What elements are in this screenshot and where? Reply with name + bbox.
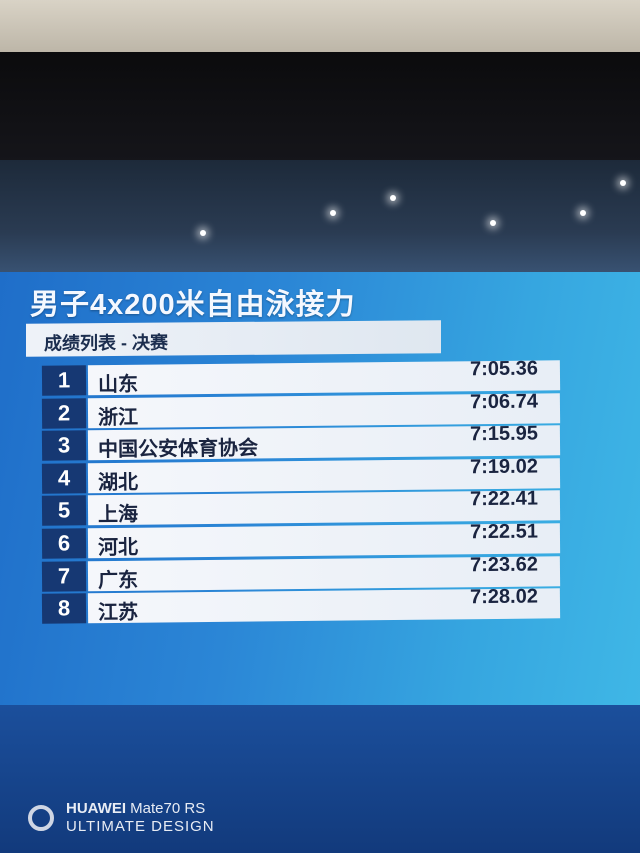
event-title: 男子4x200米自由泳接力 (30, 289, 356, 321)
result-bar: 山东 7:05.36 (87, 357, 561, 397)
arena-ceiling (0, 160, 640, 280)
watermark-model: Mate70 RS (130, 800, 206, 817)
result-row: 8 江苏 7:28.02 (41, 585, 562, 625)
rank-number: 7 (41, 560, 87, 592)
finish-time: 7:28.02 (469, 585, 539, 609)
team-name: 江苏 (97, 601, 139, 625)
rank-number: 5 (41, 495, 87, 527)
rank-number: 8 (41, 593, 87, 624)
result-bar: 河北 7:22.51 (87, 520, 561, 560)
team-name: 湖北 (97, 471, 139, 494)
finish-time: 7:22.41 (469, 487, 539, 511)
team-name: 广东 (97, 569, 139, 592)
finish-time: 7:15.95 (469, 422, 539, 446)
finish-time: 7:22.51 (469, 520, 539, 544)
team-name: 浙江 (97, 406, 139, 429)
arena-light (330, 210, 336, 216)
team-name: 河北 (97, 536, 139, 560)
team-name: 上海 (97, 504, 139, 527)
subtitle-bar: 成绩列表 - 决赛 (26, 320, 441, 357)
subtitle: 成绩列表 - 决赛 (44, 332, 168, 354)
rank-number: 4 (41, 463, 87, 494)
finish-time: 7:05.36 (469, 357, 539, 381)
watermark-tagline: ULTIMATE DESIGN (66, 818, 215, 835)
ring-logo-icon (28, 805, 54, 831)
tv-dark-area (0, 52, 640, 162)
rank-number: 1 (41, 365, 87, 396)
arena-light (200, 230, 206, 236)
team-name: 山东 (97, 373, 139, 397)
pool-area (0, 705, 640, 853)
watermark-brand: HUAWEI (66, 800, 126, 817)
finish-time: 7:19.02 (469, 455, 539, 479)
result-bar: 江苏 7:28.02 (87, 585, 561, 625)
tv-bezel (0, 0, 640, 52)
rank-number: 6 (41, 528, 87, 559)
finish-time: 7:06.74 (469, 390, 539, 413)
rank-number: 3 (41, 430, 87, 461)
arena-light (620, 180, 626, 186)
arena-light (580, 210, 586, 216)
finish-time: 7:23.62 (469, 553, 539, 576)
arena-light (490, 220, 496, 226)
arena-light (390, 195, 396, 201)
rank-number: 2 (41, 397, 87, 429)
team-name: 中国公安体育协会 (97, 437, 259, 462)
